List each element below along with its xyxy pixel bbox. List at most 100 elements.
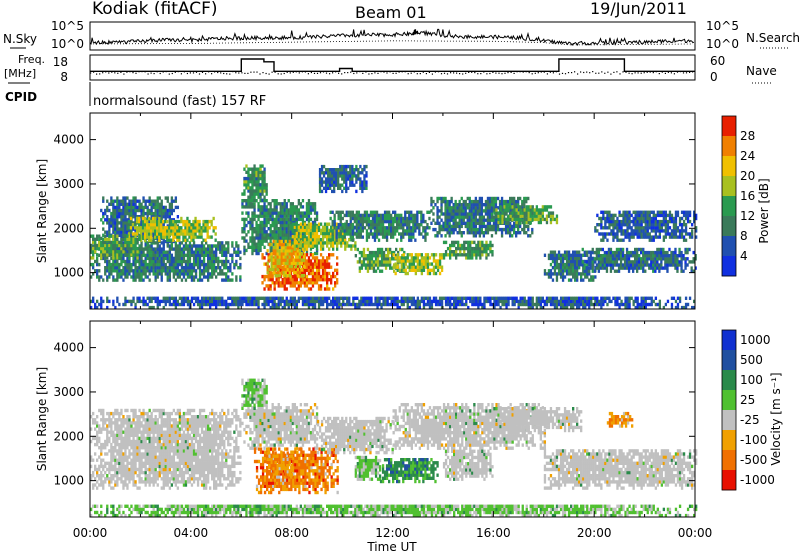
power-cell — [460, 212, 463, 216]
power-cell — [617, 263, 621, 267]
power-cell — [122, 269, 125, 273]
power-cell — [263, 230, 266, 234]
power-cell — [359, 219, 363, 224]
power-cell — [279, 233, 282, 237]
power-cell — [477, 253, 480, 257]
power-cell — [515, 206, 518, 210]
power-cell — [213, 244, 216, 248]
power-cell — [412, 268, 416, 272]
power-cell — [658, 247, 661, 252]
power-cell — [126, 218, 129, 222]
power-cell — [313, 259, 317, 263]
power-cell — [630, 213, 633, 218]
power-cell — [291, 214, 295, 218]
power-cell — [164, 256, 167, 261]
power-cell — [247, 170, 250, 174]
power-cell — [265, 233, 268, 237]
power-cell — [281, 211, 284, 215]
power-cell — [551, 211, 555, 215]
power-cell — [299, 214, 303, 218]
power-cell — [489, 250, 492, 254]
power-cell — [143, 219, 147, 224]
power-cell — [293, 284, 297, 288]
power-cell — [349, 210, 352, 214]
power-cell — [605, 254, 609, 258]
power-cell — [333, 168, 336, 172]
power-cell — [301, 281, 305, 285]
power-cell — [617, 247, 621, 252]
power-cell — [513, 203, 516, 207]
power-cell — [482, 215, 486, 219]
power-cell — [257, 208, 260, 212]
power-cell — [257, 167, 260, 171]
power-cell — [96, 272, 99, 276]
power-cell — [525, 205, 528, 209]
power-cell — [295, 208, 299, 212]
power-cell — [692, 269, 695, 273]
power-cell — [650, 260, 653, 264]
power-cell — [184, 253, 188, 257]
power-cell — [150, 250, 153, 254]
power-cell — [623, 266, 627, 270]
power-cell — [323, 268, 327, 272]
power-cell — [200, 235, 203, 239]
power-cell — [444, 209, 447, 213]
power-cell — [162, 247, 165, 251]
power-cell — [373, 235, 377, 239]
power-cell — [613, 260, 617, 264]
power-cell — [124, 227, 127, 231]
power-cell — [219, 241, 222, 245]
power-cell — [482, 231, 486, 235]
power-cell — [272, 252, 275, 256]
power-cell — [172, 272, 176, 276]
power-cell — [229, 269, 232, 273]
power-cell — [333, 216, 336, 221]
power-cell — [363, 177, 366, 181]
power-cell — [619, 260, 623, 264]
power-cell — [307, 234, 311, 239]
power-cell — [315, 228, 319, 233]
power-cell — [513, 211, 516, 215]
power-cell — [202, 275, 206, 279]
power-cell — [301, 225, 305, 229]
power-cell — [296, 261, 300, 265]
power-cell — [484, 227, 488, 232]
power-cell — [305, 217, 309, 222]
power-cell — [326, 231, 329, 236]
power-cell — [114, 224, 117, 228]
power-cell — [640, 216, 643, 221]
power-cell — [555, 214, 559, 218]
power-cell — [547, 214, 551, 218]
power-cell — [98, 237, 101, 241]
power-cell — [557, 256, 561, 261]
power-cell — [610, 219, 613, 224]
power-cell — [478, 196, 482, 201]
power-cell — [311, 262, 315, 266]
power-cell — [654, 250, 657, 255]
power-cell — [636, 247, 639, 252]
power-cell — [438, 259, 442, 263]
power-cell — [313, 271, 317, 276]
power-cell — [494, 199, 498, 204]
power-cell — [640, 263, 643, 267]
power-cell — [404, 262, 407, 266]
power-cell — [253, 227, 256, 231]
power-cell — [444, 221, 447, 225]
power-cell — [221, 247, 224, 251]
power-cell — [134, 275, 137, 279]
power-cell — [349, 174, 352, 178]
power-cell — [286, 249, 289, 253]
power-cell — [634, 254, 637, 258]
power-cell — [307, 281, 311, 285]
power-cell — [112, 243, 115, 248]
power-cell — [137, 216, 141, 221]
power-cell — [323, 274, 327, 279]
power-cell — [561, 269, 565, 273]
power-cell — [455, 253, 458, 257]
power-region — [581, 247, 697, 273]
power-cell — [612, 229, 615, 233]
power-cell — [287, 199, 290, 203]
power-cell — [523, 214, 526, 218]
power-cell — [440, 265, 444, 269]
power-cell — [219, 269, 222, 273]
